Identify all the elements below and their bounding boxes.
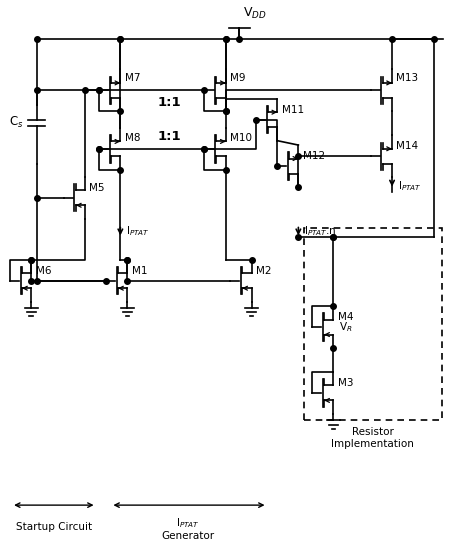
Text: I$_{PTAT}$
Generator: I$_{PTAT}$ Generator (161, 516, 214, 541)
Text: V$_{DD}$: V$_{DD}$ (243, 6, 267, 21)
Text: Resistor
Implementation: Resistor Implementation (331, 427, 414, 449)
Text: M11: M11 (282, 105, 304, 115)
Text: M12: M12 (302, 151, 325, 161)
Text: I$_{PTAT}$: I$_{PTAT}$ (126, 224, 150, 238)
Text: 1:1: 1:1 (157, 96, 181, 109)
Bar (303, 228, 442, 420)
Text: M10: M10 (230, 133, 252, 143)
Text: I$_{PTAT}$: I$_{PTAT}$ (398, 179, 421, 193)
Text: M7: M7 (125, 73, 140, 83)
Text: M13: M13 (396, 73, 419, 83)
Text: V$_R$: V$_R$ (339, 320, 353, 334)
Text: 1:1: 1:1 (157, 130, 181, 143)
Text: I$_{PTAT}$.n: I$_{PTAT}$.n (304, 224, 337, 238)
Text: M6: M6 (36, 266, 51, 276)
Text: M8: M8 (125, 133, 140, 143)
Text: M3: M3 (337, 378, 353, 388)
Text: M14: M14 (396, 141, 419, 151)
Text: C$_s$: C$_s$ (9, 115, 23, 130)
Text: Startup Circuit: Startup Circuit (16, 522, 92, 532)
Text: M5: M5 (90, 183, 105, 193)
Text: M1: M1 (132, 266, 147, 276)
Text: M9: M9 (230, 73, 246, 83)
Text: M4: M4 (337, 312, 353, 322)
Text: M2: M2 (256, 266, 271, 276)
